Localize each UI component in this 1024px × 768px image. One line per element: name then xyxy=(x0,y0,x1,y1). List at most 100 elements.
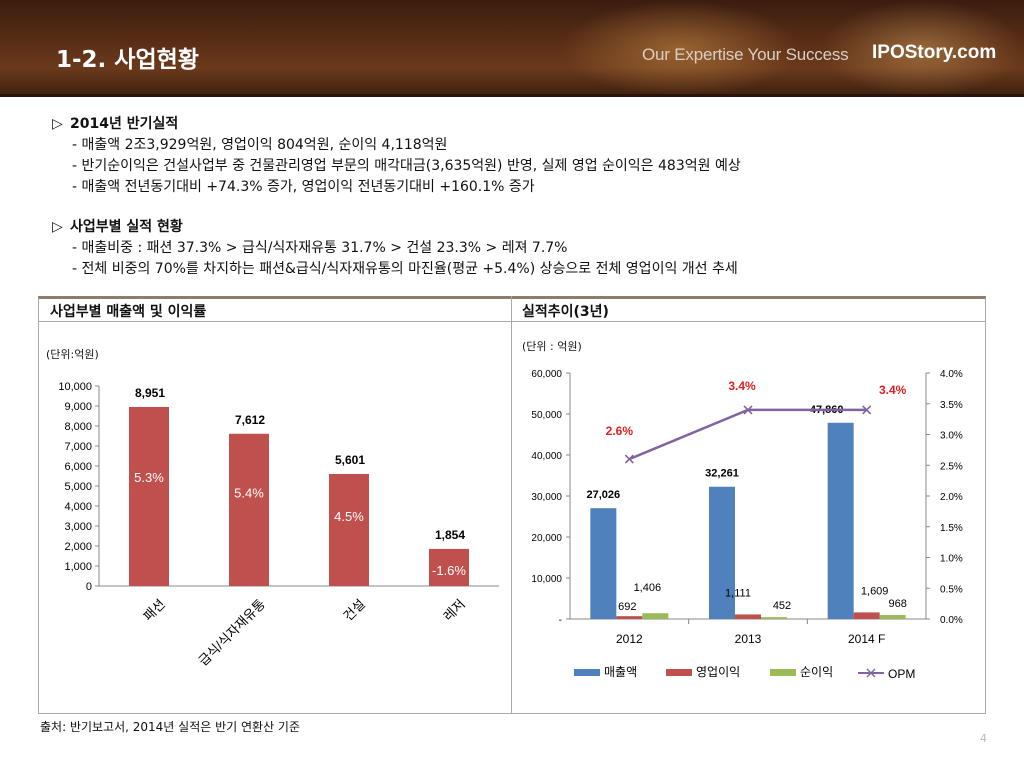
y-tick-label: 3,000 xyxy=(64,521,92,533)
y-tick-label: 60,000 xyxy=(531,369,562,380)
y2-tick-label: 3.0% xyxy=(940,431,963,442)
y-tick-label: 9,000 xyxy=(64,401,92,413)
y-tick-label: 8,000 xyxy=(64,421,92,433)
bar xyxy=(229,433,269,586)
category-label: 건설 xyxy=(340,596,368,624)
y2-tick-label: 0.5% xyxy=(940,584,963,595)
bar xyxy=(853,612,880,619)
bullet-line: - 반기순이익은 건설사업부 중 건물관리영업 부문의 매각대금(3,635억원… xyxy=(72,158,741,174)
y2-tick-label: 0.0% xyxy=(940,615,963,626)
y-tick-label: 2,000 xyxy=(64,541,92,553)
y-tick-label: 0 xyxy=(86,581,92,593)
header-banner xyxy=(0,0,1024,97)
right-unit-label: (단위 : 억원) xyxy=(522,340,582,353)
margin-label: -1.6% xyxy=(432,563,466,578)
legend-label: 순이익 xyxy=(800,665,833,679)
legend-label: OPM xyxy=(888,667,915,681)
division-sales-chart: 0 1,000 2,000 3,000 4,000 5,000 6,000 7,000 8,00… xyxy=(58,381,499,669)
category-label: 레저 xyxy=(440,596,468,624)
section-heading: ▷ 2014년 반기실적 xyxy=(52,114,741,135)
bar xyxy=(879,615,906,619)
bar-value-label: 8,951 xyxy=(135,386,165,400)
y-tick-label: 40,000 xyxy=(531,451,562,462)
y-tick-label: 10,000 xyxy=(531,574,562,585)
bar xyxy=(709,486,735,619)
chart-panel-frame xyxy=(38,296,986,714)
bar-value-label: 7,612 xyxy=(235,413,265,427)
bar-value-label: 1,854 xyxy=(435,528,465,542)
y-tick-label: 50,000 xyxy=(531,410,562,421)
triangle-icon: ▷ xyxy=(52,219,63,235)
bar-value-label: 5,601 xyxy=(335,453,365,467)
y-tick-label: 30,000 xyxy=(531,492,562,503)
margin-label: 5.3% xyxy=(134,470,164,485)
bar-value-label: 32,261 xyxy=(705,468,739,480)
y2-tick-label: 2.5% xyxy=(940,461,963,472)
brand-logo-text: IPOStory.com xyxy=(872,42,997,63)
left-unit-label: (단위:억원) xyxy=(46,348,99,361)
legend-marker xyxy=(866,668,876,678)
bullet-line: - 전체 비중의 70%를 차지하는 패션&급식/식자재유통의 마진율(평균 +… xyxy=(72,261,738,277)
bar-value-label: 692 xyxy=(618,601,636,613)
y-tick-label: - xyxy=(559,615,562,626)
y-tick-label: 6,000 xyxy=(64,461,92,473)
legend-label: 영업이익 xyxy=(696,665,740,679)
category-label: 2013 xyxy=(735,632,762,646)
bar xyxy=(616,616,643,619)
category-label: 2012 xyxy=(616,632,643,646)
category-label: 2014 F xyxy=(848,632,885,646)
bar-value-label: 27,026 xyxy=(587,489,621,501)
y-tick-label: 10,000 xyxy=(58,381,92,393)
bar xyxy=(429,548,469,586)
bar-value-label: 1,609 xyxy=(861,585,889,597)
legend-swatch xyxy=(666,669,692,676)
y2-tick-label: 3.5% xyxy=(940,400,963,411)
y2-tick-label: 1.0% xyxy=(940,554,963,565)
source-note: 출처: 반기보고서, 2014년 실적은 반기 연환산 기준 xyxy=(40,720,301,734)
bar-value-label: 968 xyxy=(888,598,906,610)
bar xyxy=(329,473,369,586)
bullet-line: - 매출액 2조3,929억원, 영업이익 804억원, 순이익 4,118억원 xyxy=(72,137,448,153)
bar xyxy=(827,422,854,619)
opm-label: 3.4% xyxy=(879,383,907,397)
y2-tick-label: 1.5% xyxy=(940,523,963,534)
bar-value-label: 1,406 xyxy=(634,582,662,594)
category-label: 패션 xyxy=(140,596,168,624)
three-year-trend-chart: - 10,000 20,000 30,000 40,000 50,000 60,000 0.0… xyxy=(531,369,963,681)
bar xyxy=(761,617,787,619)
bar xyxy=(735,614,761,619)
bar-value-label: 452 xyxy=(773,600,791,612)
triangle-icon: ▷ xyxy=(52,116,63,132)
section-half-year-results: ▷ 2014년 반기실적 - 매출액 2조3,929억원, 영업이익 804억원,… xyxy=(52,114,741,198)
page-number: 4 xyxy=(980,732,987,745)
y2-tick-label: 2.0% xyxy=(940,492,963,503)
slogan: Our Expertise Your Success xyxy=(642,45,849,64)
y2-tick-label: 4.0% xyxy=(940,369,963,380)
section-heading: ▷ 사업부별 실적 현황 xyxy=(52,217,738,238)
y-tick-label: 7,000 xyxy=(64,441,92,453)
y-tick-label: 1,000 xyxy=(64,561,92,573)
legend-label: 매출액 xyxy=(604,665,637,679)
opm-marker xyxy=(624,454,634,464)
y-tick-label: 20,000 xyxy=(531,533,562,544)
opm-marker xyxy=(743,405,753,415)
opm-marker xyxy=(862,405,872,415)
page-title: 1-2. 사업현황 xyxy=(56,47,199,73)
bar-value-label: 1,111 xyxy=(725,587,751,599)
margin-label: 5.4% xyxy=(234,486,264,501)
opm-label: 2.6% xyxy=(606,424,634,438)
y-tick-label: 4,000 xyxy=(64,501,92,513)
left-panel-title: 사업부별 매출액 및 이익률 xyxy=(50,304,207,320)
section-division-results: ▷ 사업부별 실적 현황 - 매출비중 : 패션 37.3% > 급식/식자재유통… xyxy=(52,217,738,280)
category-label: 급식/식자재유통 xyxy=(196,596,268,668)
bar xyxy=(129,406,169,586)
margin-label: 4.5% xyxy=(334,509,364,524)
bar xyxy=(590,508,617,619)
panel-header-line xyxy=(38,321,986,322)
bullet-line: - 매출비중 : 패션 37.3% > 급식/식자재유통 31.7% > 건설 … xyxy=(72,240,568,256)
bar xyxy=(642,613,669,619)
right-panel-title: 실적추이(3년) xyxy=(522,304,609,320)
legend-swatch xyxy=(770,669,796,676)
legend-swatch xyxy=(574,669,600,676)
panel-divider xyxy=(511,296,512,714)
